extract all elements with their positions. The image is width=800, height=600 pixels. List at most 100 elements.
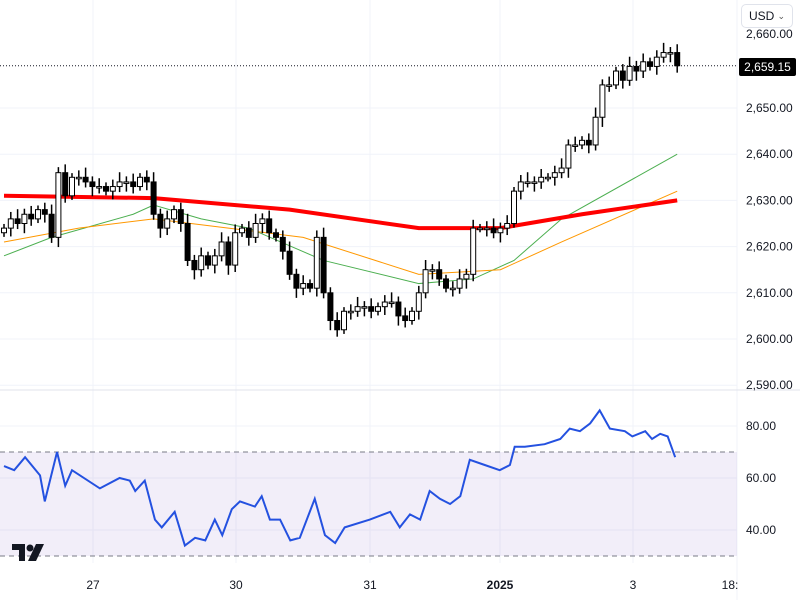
candle-body: [69, 176, 75, 197]
candle-body: [483, 227, 490, 231]
candle-body: [239, 227, 245, 234]
moving-average-line: [3, 153, 678, 285]
candle-body: [327, 292, 334, 322]
candle-body: [341, 310, 347, 331]
candle-body: [667, 52, 674, 55]
candle-body: [517, 181, 524, 192]
candle-body: [592, 116, 599, 146]
candle-body: [293, 273, 300, 289]
candle-body: [103, 186, 109, 192]
candle-body: [572, 144, 579, 147]
candle-body: [415, 292, 422, 312]
candle-body: [395, 301, 402, 317]
price-tick-label: 2,630.00: [746, 193, 793, 207]
candle-body: [660, 52, 667, 58]
candle-body: [198, 255, 205, 271]
candle-body: [388, 301, 395, 305]
candle-body: [619, 70, 626, 81]
price-tick-label: 2,600.00: [746, 332, 793, 346]
candle-body: [164, 218, 171, 229]
time-tick-label: 3: [630, 578, 637, 592]
price-tick-label: 2,650.00: [746, 101, 793, 115]
price-tick-label: 2,590.00: [746, 378, 793, 392]
rsi-tick-label: 60.00: [746, 471, 776, 485]
price-tick-label: 2,620.00: [746, 240, 793, 254]
candle-body: [449, 287, 456, 291]
candle-body: [361, 306, 368, 309]
rsi-tick-label: 80.00: [746, 419, 776, 433]
candle-body: [626, 65, 633, 81]
candle-body: [116, 181, 123, 188]
candle-body: [184, 223, 191, 261]
rsi-line: [3, 408, 677, 548]
time-tick-label: 31: [363, 578, 377, 592]
time-tick-label: 30: [229, 578, 243, 592]
candle-body: [130, 181, 137, 188]
rsi-tick-label: 40.00: [746, 523, 776, 537]
candle-body: [497, 227, 504, 234]
last-price-label: 2,659.15: [739, 58, 796, 76]
candle-body: [218, 241, 225, 257]
candle-body: [545, 176, 551, 180]
candle-body: [436, 269, 443, 280]
candle-body: [48, 213, 55, 238]
candle-body: [96, 186, 103, 189]
price-tick-label: 2,640.00: [746, 147, 793, 161]
currency-dropdown[interactable]: USD ⌄: [741, 4, 793, 28]
candle-body: [490, 227, 497, 234]
candle-body: [443, 278, 449, 289]
candle-body: [504, 223, 511, 229]
candle-body: [477, 227, 483, 231]
candle-body: [606, 84, 613, 87]
candle-body: [599, 84, 606, 118]
time-tick-label: 2025: [487, 578, 514, 592]
candle-body: [313, 236, 320, 289]
candle-body: [35, 209, 41, 220]
candle-body: [245, 227, 252, 238]
candle-body: [585, 139, 592, 146]
candle-body: [354, 306, 361, 312]
moving-average-line: [3, 190, 678, 275]
candle-body: [252, 223, 259, 238]
candle-body: [551, 172, 558, 178]
candle-body: [109, 186, 116, 192]
candle-body: [82, 176, 89, 183]
candle-body: [456, 278, 463, 289]
candle-body: [307, 283, 313, 289]
candle-body: [1, 227, 7, 234]
candle-body: [232, 232, 239, 266]
candle-body: [470, 227, 477, 275]
candle-body: [463, 273, 470, 280]
candle-body: [613, 70, 619, 86]
candle-body: [62, 172, 69, 197]
candle-body: [375, 306, 381, 312]
candle-body: [225, 241, 232, 266]
candle-body: [647, 61, 653, 67]
candle-body: [422, 269, 429, 294]
candle-body: [381, 301, 388, 308]
candle-body: [41, 209, 48, 215]
candle-body: [531, 181, 538, 184]
candle-body: [211, 255, 218, 266]
candle-body: [286, 250, 293, 275]
candle-body: [511, 190, 517, 225]
candle-body: [14, 218, 21, 225]
candle-body: [191, 259, 198, 271]
time-tick-label: 18:: [722, 578, 739, 592]
candle-body: [137, 176, 143, 188]
candle-body: [300, 283, 307, 289]
candle-body: [157, 213, 164, 229]
candle-body: [674, 52, 681, 67]
price-tick-label: 2,610.00: [746, 286, 793, 300]
candle-body: [579, 139, 585, 146]
rsi-band: [0, 452, 737, 556]
candle-body: [89, 181, 96, 188]
candle-body: [21, 213, 28, 224]
time-tick-label: 27: [86, 578, 100, 592]
candle-body: [640, 61, 647, 72]
candle-body: [409, 310, 415, 322]
candle-body: [28, 213, 35, 220]
candle-body: [75, 176, 82, 180]
